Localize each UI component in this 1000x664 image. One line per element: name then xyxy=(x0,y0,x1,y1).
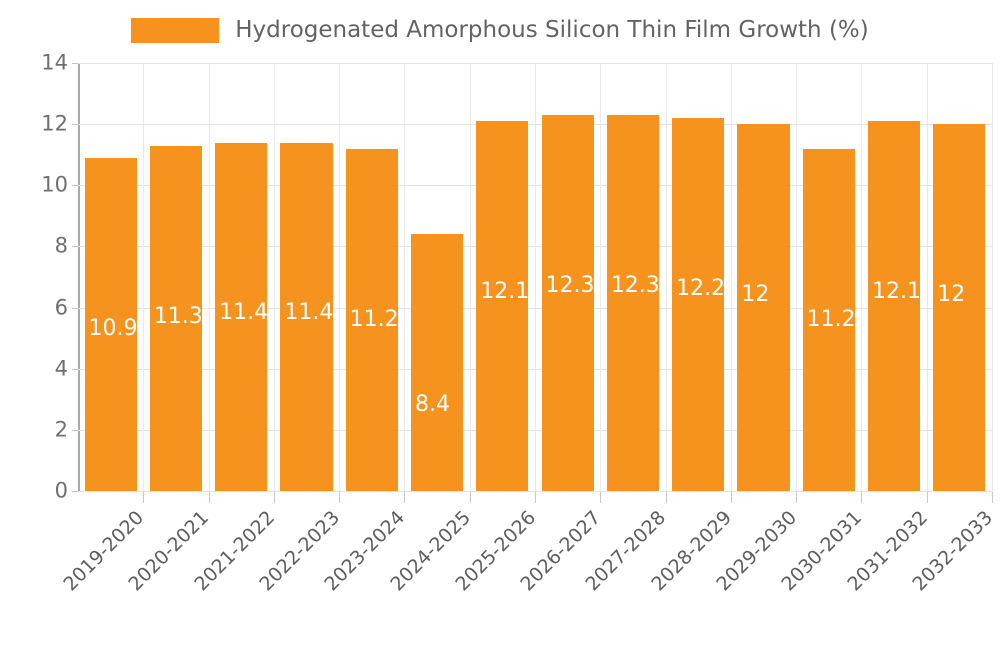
x-axis-tick-mark xyxy=(731,492,732,503)
gridline-vertical xyxy=(209,63,210,491)
bar[interactable] xyxy=(867,121,921,491)
x-axis-tick-mark xyxy=(535,492,536,503)
x-axis-tick-mark xyxy=(339,492,340,503)
gridline-vertical xyxy=(666,63,667,491)
legend-label: Hydrogenated Amorphous Silicon Thin Film… xyxy=(235,16,869,43)
bar-value-label: 11.2 xyxy=(349,306,399,332)
bar-value-label: 12.2 xyxy=(676,276,726,302)
bar[interactable] xyxy=(280,142,333,491)
y-axis-tick-mark xyxy=(72,246,78,248)
gridline-horizontal xyxy=(78,491,992,492)
gridline-vertical xyxy=(404,63,405,491)
y-axis-tick-mark xyxy=(72,429,78,431)
x-axis-tick-mark xyxy=(143,492,144,503)
gridline-vertical xyxy=(339,63,340,491)
bar[interactable] xyxy=(149,145,203,491)
bar[interactable] xyxy=(606,114,660,491)
y-axis-tick-mark xyxy=(72,307,78,309)
x-axis-tick-mark xyxy=(861,492,862,503)
bar-value-label: 12 xyxy=(937,282,966,308)
gridline-vertical xyxy=(143,63,144,491)
y-axis-tick-label: 10 xyxy=(41,172,68,197)
bar-value-label: 12 xyxy=(741,282,770,308)
gridline-vertical xyxy=(861,63,862,491)
x-axis-tick-mark xyxy=(274,492,275,503)
bar-value-label: 12.1 xyxy=(871,279,921,305)
bar-chart: Hydrogenated Amorphous Silicon Thin Film… xyxy=(0,0,1000,600)
y-axis-tick-mark xyxy=(72,63,78,64)
y-axis-tick-mark xyxy=(72,491,78,492)
gridline-vertical xyxy=(470,63,471,491)
x-axis-tick-mark xyxy=(927,492,928,503)
bar-value-label: 11.3 xyxy=(153,303,203,329)
x-axis-tick-mark xyxy=(470,492,471,503)
y-axis-tick-label: 12 xyxy=(41,111,68,136)
gridline-vertical xyxy=(927,63,928,491)
bar-value-label: 11.4 xyxy=(219,300,269,326)
bar[interactable] xyxy=(84,157,137,491)
y-axis-tick-mark xyxy=(72,185,78,187)
x-axis-tick-mark xyxy=(796,492,797,503)
gridline-vertical xyxy=(796,63,797,491)
bar[interactable] xyxy=(933,124,986,491)
y-axis-tick-label: 2 xyxy=(54,417,68,442)
x-axis-tick-mark xyxy=(666,492,667,503)
y-axis-tick-label: 4 xyxy=(54,356,68,381)
bar-value-label: 12.3 xyxy=(610,272,660,298)
y-axis-tick-label: 0 xyxy=(54,478,68,503)
y-axis-tick-label: 6 xyxy=(54,295,68,320)
y-axis-tick-mark xyxy=(72,124,78,126)
bar-value-label: 11.4 xyxy=(284,300,334,326)
y-axis-line xyxy=(78,63,80,492)
bar[interactable] xyxy=(672,118,725,491)
bar[interactable] xyxy=(215,142,268,491)
bar[interactable] xyxy=(476,121,529,491)
y-axis-tick-label: 14 xyxy=(41,50,68,75)
bar[interactable] xyxy=(737,124,790,491)
bar-value-label: 8.4 xyxy=(414,392,450,418)
x-axis-tick-mark xyxy=(404,492,405,503)
gridline-vertical xyxy=(731,63,732,491)
chart-legend: Hydrogenated Amorphous Silicon Thin Film… xyxy=(0,12,1000,48)
bar[interactable] xyxy=(410,234,464,491)
bar-value-label: 10.9 xyxy=(88,315,138,341)
legend-color-swatch xyxy=(131,17,220,43)
y-axis: 0 2 4 6 8 10 12 14 xyxy=(0,0,68,600)
bar-value-label: 11.2 xyxy=(806,306,856,332)
gridline-vertical xyxy=(274,63,275,491)
plot-area: 10.9 11.3 11.4 11.4 11.2 8.4 12.1 12.3 12.3 12.2 1… xyxy=(78,63,993,492)
y-axis-tick-label: 8 xyxy=(54,233,68,258)
bar[interactable] xyxy=(802,148,855,491)
x-axis-tick-mark xyxy=(209,492,210,503)
bar[interactable] xyxy=(541,114,594,491)
bar-value-label: 12.1 xyxy=(480,279,530,305)
gridline-vertical xyxy=(535,63,536,491)
gridline-vertical xyxy=(992,63,993,491)
x-axis-tick-mark xyxy=(992,492,993,503)
y-axis-tick-mark xyxy=(72,368,78,370)
x-axis-tick-mark xyxy=(600,492,601,503)
bar[interactable] xyxy=(345,148,398,491)
gridline-vertical xyxy=(600,63,601,491)
bar-value-label: 12.3 xyxy=(545,272,595,298)
